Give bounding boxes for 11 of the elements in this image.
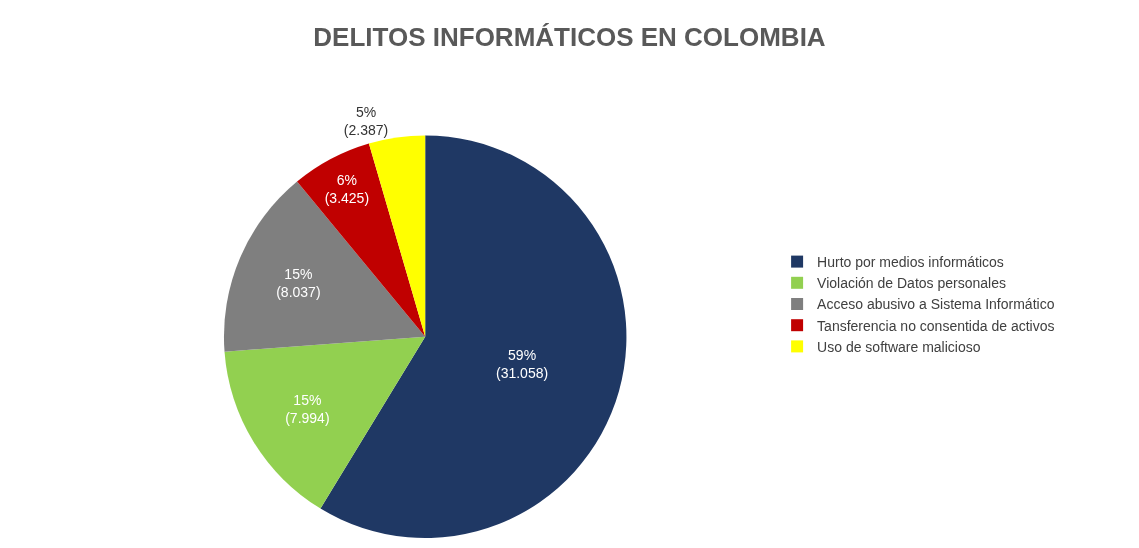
data-label: 5% (2.387) [343, 103, 389, 138]
data-label: 59% (31.058) [496, 346, 549, 382]
chart-title: DELITOS INFORMÁTICOS EN COLOMBIA [313, 21, 826, 52]
legend-label: Acceso abusivo a Sistema Informático [817, 296, 1055, 313]
data-label: 15% (8.037) [276, 265, 321, 300]
legend-label: Violación de Datos personales [817, 275, 1006, 292]
legend-label: Uso de software malicioso [817, 338, 981, 355]
data-label: 15% (7.994) [285, 391, 330, 426]
legend-label: Hurto por medios informáticos [817, 254, 1004, 271]
data-label: 6% (3.425) [324, 171, 370, 206]
legend-label: Tansferencia no consentida de activos [817, 317, 1055, 334]
